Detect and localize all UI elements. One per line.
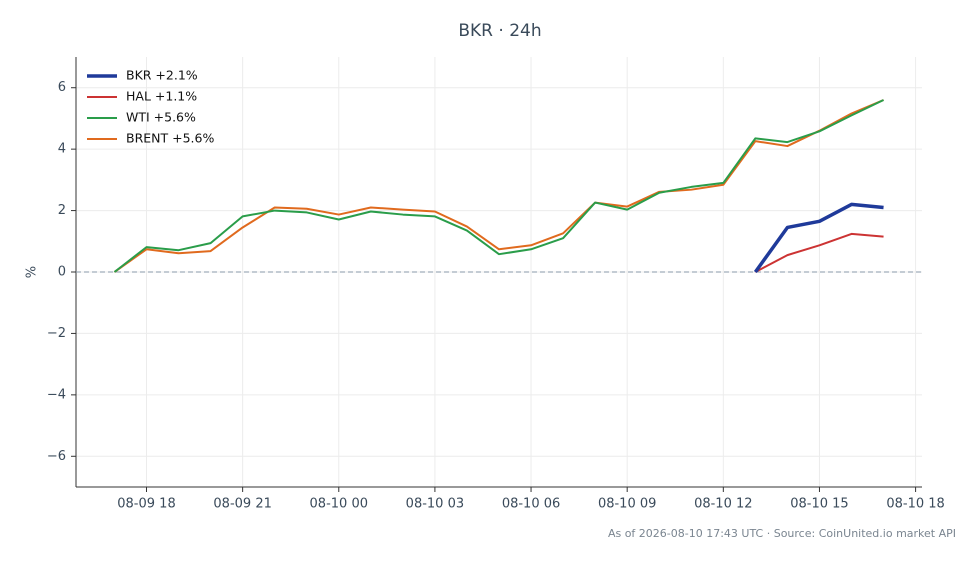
y-tick-label: 6 — [58, 80, 66, 95]
series-line — [113, 99, 884, 273]
y-tick-label: 4 — [58, 142, 66, 157]
x-tick-label: 08-10 03 — [406, 497, 464, 512]
legend-label: BKR +2.1% — [126, 68, 198, 83]
legend-label: HAL +1.1% — [126, 89, 197, 104]
footer: As of 2026-08-10 17:43 UTC · Source: Coi… — [608, 527, 956, 540]
x-tick-label: 08-10 00 — [310, 497, 368, 512]
chart-title: BKR · 24h — [458, 21, 541, 41]
x-tick-label: 08-10 09 — [598, 497, 656, 512]
series-line — [754, 232, 884, 273]
x-tick-label: 08-10 12 — [694, 497, 752, 512]
y-tick-label: −6 — [47, 449, 66, 464]
legend-label: WTI +5.6% — [126, 110, 196, 125]
y-tick-label: −4 — [47, 387, 66, 402]
x-tick-label: 08-10 15 — [790, 497, 848, 512]
x-tick-label: 08-10 18 — [886, 497, 944, 512]
y-tick-label: −2 — [47, 326, 66, 341]
legend-label: BRENT +5.6% — [126, 131, 214, 146]
series-line — [753, 202, 884, 274]
x-tick-label: 08-09 18 — [117, 497, 175, 512]
y-tick-label: 2 — [58, 203, 66, 218]
series-line — [113, 99, 884, 273]
x-tick-label: 08-09 21 — [213, 497, 271, 512]
x-tick-label: 08-10 06 — [502, 497, 560, 512]
y-axis-label: % — [25, 266, 40, 278]
y-tick-label: 0 — [58, 265, 66, 280]
